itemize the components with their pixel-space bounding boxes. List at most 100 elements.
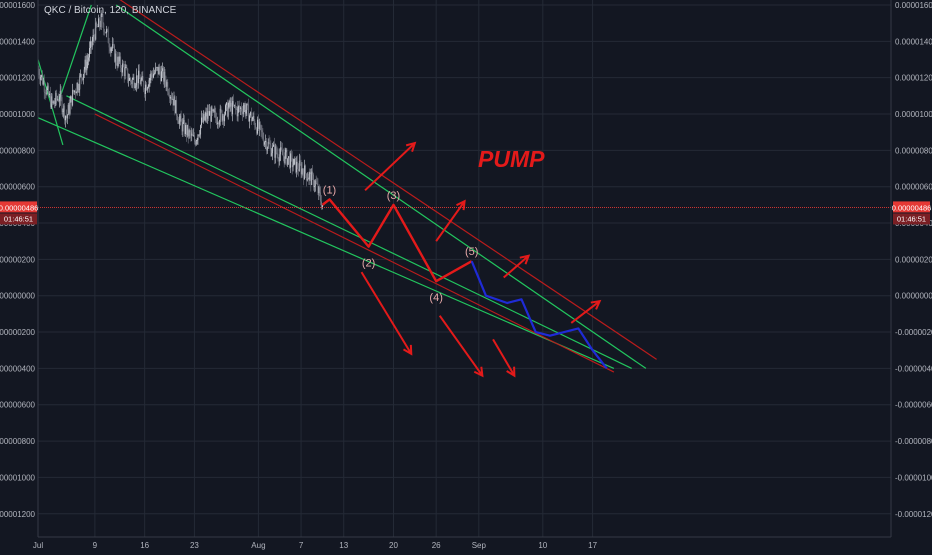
- candle-body: [174, 96, 176, 114]
- candle-body: [105, 31, 106, 34]
- up-arrow[interactable]: [503, 254, 531, 279]
- candle-body: [212, 109, 214, 112]
- candle-body: [59, 90, 61, 100]
- candle-body: [309, 172, 311, 174]
- candle-body: [305, 165, 306, 174]
- candle-body: [150, 72, 152, 78]
- candle-body: [45, 92, 47, 95]
- candle-body: [53, 101, 55, 104]
- candle-body: [169, 94, 170, 99]
- up-arrow-shaft: [435, 200, 466, 242]
- candle-body: [234, 104, 235, 106]
- candle-body: [91, 41, 93, 47]
- x-tick-label: 7: [299, 541, 304, 550]
- candle-body: [272, 146, 274, 154]
- candle-body: [52, 101, 54, 104]
- candle-body: [69, 102, 71, 114]
- candle-body: [259, 122, 261, 125]
- candle-body: [274, 146, 276, 158]
- candle-body: [274, 144, 275, 158]
- candle-body: [241, 107, 242, 112]
- up-arrow[interactable]: [435, 199, 466, 242]
- candle-body: [240, 107, 242, 109]
- candle-body: [208, 111, 210, 116]
- price-badge-right: [893, 201, 930, 213]
- trend-line[interactable]: [37, 117, 615, 369]
- candle-body: [38, 68, 40, 76]
- candle-body: [84, 59, 86, 70]
- y-tick-label-right: 0.00000600: [895, 183, 932, 192]
- trend-line[interactable]: [119, 0, 657, 360]
- candle-body: [56, 92, 58, 100]
- candle-body: [217, 122, 218, 124]
- candle-body: [252, 116, 254, 120]
- candle-body: [213, 109, 215, 112]
- candle-body: [303, 172, 305, 180]
- projection-path[interactable]: [321, 198, 473, 283]
- candle-body: [306, 173, 307, 181]
- trend-line[interactable]: [58, 4, 92, 100]
- up-arrow[interactable]: [364, 141, 417, 192]
- candle-body: [285, 149, 287, 153]
- candle-body: [257, 119, 258, 134]
- candle-body: [192, 133, 194, 136]
- candle-body: [60, 90, 62, 98]
- candle-body: [291, 155, 293, 168]
- candle-body: [67, 104, 69, 115]
- candle-body: [41, 75, 42, 77]
- trend-line[interactable]: [66, 95, 632, 369]
- trend-line[interactable]: [115, 4, 647, 369]
- candle-body: [194, 141, 196, 145]
- candle-body: [318, 187, 320, 194]
- symbol-title: QKC / Bitcoin, 120, BINANCE: [44, 5, 177, 16]
- candle-body: [114, 45, 115, 62]
- up-arrow-head: [590, 299, 602, 310]
- up-arrow[interactable]: [570, 299, 602, 324]
- candle-body: [202, 117, 203, 122]
- candle-body: [102, 14, 104, 24]
- candle-body: [158, 66, 160, 75]
- candle-body: [121, 67, 122, 73]
- down-arrow[interactable]: [438, 315, 484, 378]
- countdown-badge-value-right: 01:46:51: [897, 214, 926, 223]
- down-arrow-shaft: [492, 338, 516, 377]
- down-arrow[interactable]: [360, 271, 413, 356]
- candle-body: [130, 81, 132, 84]
- candle-body: [141, 76, 143, 81]
- candle-body: [170, 96, 171, 99]
- candle-body: [195, 140, 197, 145]
- candle-body: [273, 144, 274, 147]
- up-arrow-shaft: [503, 254, 530, 279]
- candle-body: [226, 102, 227, 106]
- down-arrow-head: [473, 366, 484, 378]
- candle-body: [306, 179, 308, 181]
- down-arrow[interactable]: [492, 338, 516, 378]
- candle-body: [322, 205, 323, 209]
- candle-body: [314, 186, 315, 188]
- x-tick-label: Aug: [251, 541, 265, 550]
- candle-body: [266, 141, 267, 151]
- candle-body: [269, 143, 271, 145]
- candle-body: [156, 67, 158, 69]
- candle-body: [104, 31, 106, 33]
- candle-body: [115, 53, 117, 64]
- trend-line[interactable]: [94, 113, 615, 373]
- candle-body: [72, 89, 74, 106]
- candle-body: [107, 29, 109, 44]
- candle-body: [42, 81, 44, 85]
- candle-body: [119, 56, 121, 62]
- continuation-path[interactable]: [470, 260, 608, 370]
- y-tick-label-left: -0.00000400: [0, 364, 36, 373]
- candle-body: [68, 104, 70, 114]
- candle-body: [122, 63, 123, 73]
- y-tick-label-left: -0.00001000: [0, 473, 36, 482]
- candle-body: [71, 96, 73, 106]
- candle-body: [65, 115, 66, 121]
- candle-body: [278, 158, 280, 162]
- candle-body: [203, 114, 205, 120]
- candle-body: [130, 77, 131, 82]
- candle-body: [246, 103, 248, 110]
- candle-body: [289, 156, 290, 168]
- candle-body: [113, 44, 114, 46]
